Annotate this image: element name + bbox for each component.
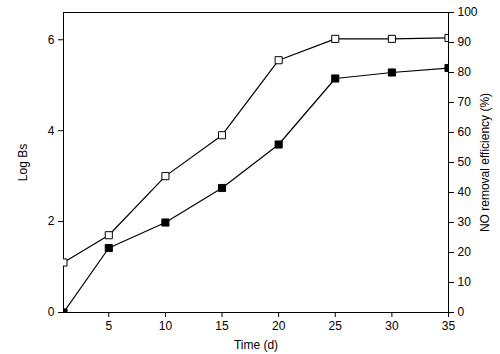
svg-text:20: 20 xyxy=(272,319,286,333)
svg-text:10: 10 xyxy=(159,319,173,333)
svg-text:5: 5 xyxy=(105,319,112,333)
svg-text:10: 10 xyxy=(458,275,472,289)
svg-text:80: 80 xyxy=(458,65,472,79)
svg-text:70: 70 xyxy=(458,95,472,109)
svg-text:30: 30 xyxy=(458,215,472,229)
svg-text:90: 90 xyxy=(458,35,472,49)
svg-text:100: 100 xyxy=(458,5,478,19)
svg-text:0: 0 xyxy=(458,305,465,319)
svg-text:Time (d): Time (d) xyxy=(234,338,278,352)
svg-text:4: 4 xyxy=(48,124,55,138)
svg-text:25: 25 xyxy=(329,319,343,333)
svg-text:6: 6 xyxy=(48,33,55,47)
svg-text:15: 15 xyxy=(215,319,229,333)
svg-text:Log Bs: Log Bs xyxy=(16,144,30,181)
svg-text:2: 2 xyxy=(48,214,55,228)
svg-text:50: 50 xyxy=(458,155,472,169)
svg-text:0: 0 xyxy=(48,305,55,319)
svg-text:60: 60 xyxy=(458,125,472,139)
svg-text:NO removal efficiency (%): NO removal efficiency (%) xyxy=(478,93,492,232)
svg-text:35: 35 xyxy=(442,319,456,333)
svg-text:40: 40 xyxy=(458,185,472,199)
svg-text:30: 30 xyxy=(385,319,399,333)
svg-text:20: 20 xyxy=(458,245,472,259)
